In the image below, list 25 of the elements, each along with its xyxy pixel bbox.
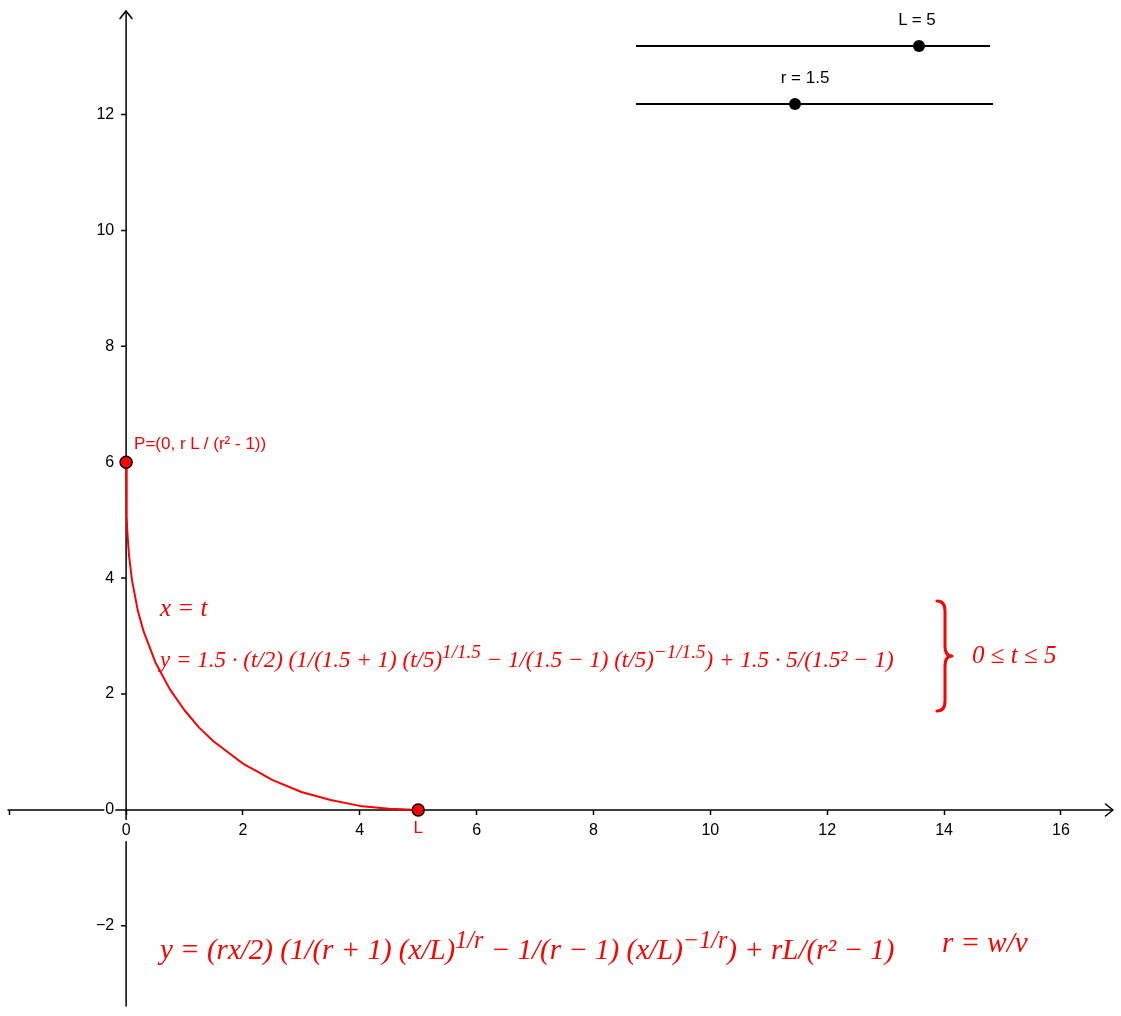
- annotation: 0 ≤ t ≤ 5: [972, 640, 1057, 670]
- annotation: x = t: [160, 593, 208, 623]
- annotation: r = w/v: [942, 925, 1028, 960]
- x-tick-label: 12: [818, 820, 837, 838]
- y-tick-label: 8: [105, 336, 115, 354]
- x-tick-label: 0: [121, 820, 131, 838]
- x-tick-label: 6: [472, 820, 482, 838]
- y-tick-label: 0: [105, 800, 115, 818]
- annotation: P=(0, r L / (r² - 1)): [134, 434, 267, 455]
- x-tick-label: 10: [701, 820, 720, 838]
- y-tick-label: 10: [96, 220, 115, 238]
- y-tick-label: 6: [105, 452, 115, 470]
- x-tick-label: 4: [355, 820, 365, 838]
- x-tick-label: 2: [238, 820, 248, 838]
- annotation: y = 1.5 · (t/2) (1/(1.5 + 1) (t/5)$^{1/1.5}$ − 1/(1.5 − 1) (t/5)$^{−1/1.5}$) + 1.5 · 5/(1.5² − 1): [160, 640, 894, 674]
- annotation: L = 5: [898, 10, 936, 31]
- y-tick-label: 4: [105, 568, 115, 586]
- y-tick-label: 2: [105, 684, 115, 702]
- x-tick-label: 8: [589, 820, 599, 838]
- x-tick-label: 14: [935, 820, 954, 838]
- x-tick-label: 16: [1052, 820, 1070, 838]
- annotation: L: [413, 817, 423, 839]
- annotation: r = 1.5: [780, 68, 830, 89]
- y-tick-label: −2: [96, 916, 115, 934]
- y-tick-label: 12: [96, 104, 115, 122]
